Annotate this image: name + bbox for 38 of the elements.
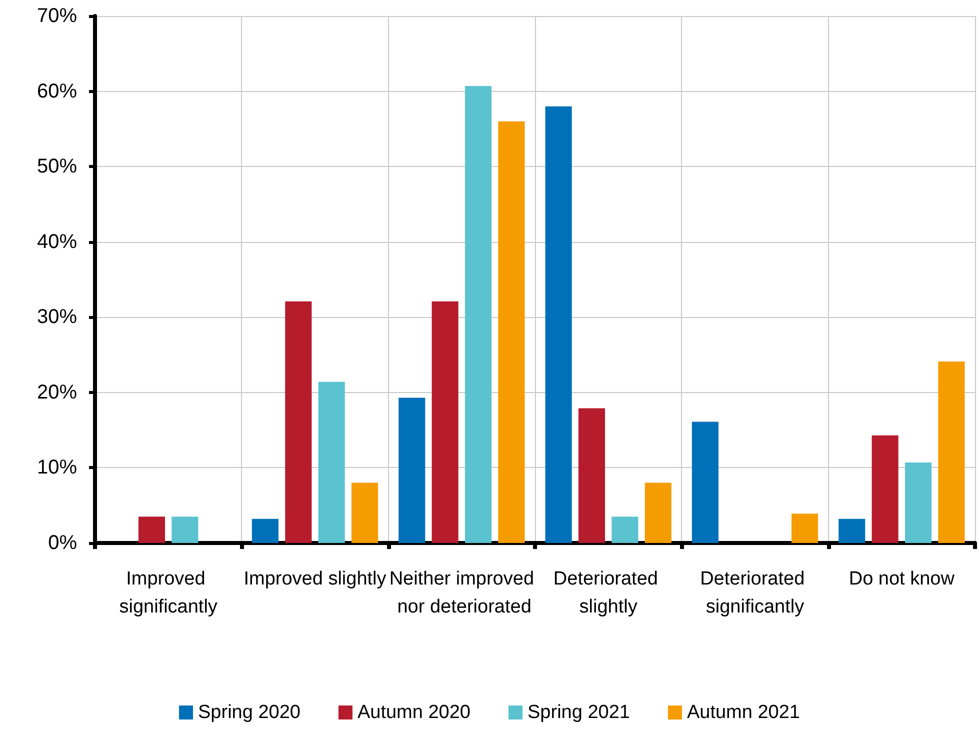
bar: [318, 382, 345, 543]
bar: [872, 435, 898, 543]
y-tick-label: 70%: [36, 5, 78, 27]
bar: [285, 301, 312, 543]
y-tick-label: 60%: [36, 80, 78, 102]
bar: [252, 518, 278, 543]
bar: [644, 482, 672, 543]
x-tick-label: Deteriorated significantly: [700, 568, 810, 618]
bar: [352, 482, 378, 543]
bar: [838, 518, 866, 543]
x-tick-label: Deteriorated slightly: [553, 568, 664, 618]
x-tick-label: Neither improved nor deteriorated: [389, 568, 534, 618]
bar: [904, 462, 932, 543]
legend-label: Spring 2021: [528, 702, 630, 723]
y-tick-label: 50%: [36, 156, 78, 178]
x-tick-label: Improved significantly: [119, 568, 218, 618]
legend-label: Autumn 2021: [686, 702, 800, 723]
x-tick-label: Improved slightly: [244, 568, 387, 590]
bar: [172, 516, 198, 543]
bar: [545, 106, 572, 543]
x-tick-label: Do not know: [848, 568, 955, 590]
bar: [464, 86, 492, 543]
bar: [938, 362, 965, 543]
y-tick-label: 40%: [36, 230, 78, 253]
legend-label: Autumn 2020: [357, 702, 471, 723]
bar: [692, 422, 718, 543]
bar: [578, 408, 606, 543]
y-tick-label: 10%: [36, 456, 78, 479]
bar: [398, 398, 426, 543]
y-tick-label: 20%: [36, 381, 78, 404]
y-tick-label: 30%: [36, 306, 78, 328]
y-tick-label: 0%: [48, 532, 78, 554]
legend-label: Spring 2020: [198, 702, 300, 723]
bar: [792, 514, 818, 543]
bar: [432, 301, 458, 543]
bar: [498, 121, 525, 543]
bar: [612, 516, 638, 543]
bar: [138, 516, 166, 543]
